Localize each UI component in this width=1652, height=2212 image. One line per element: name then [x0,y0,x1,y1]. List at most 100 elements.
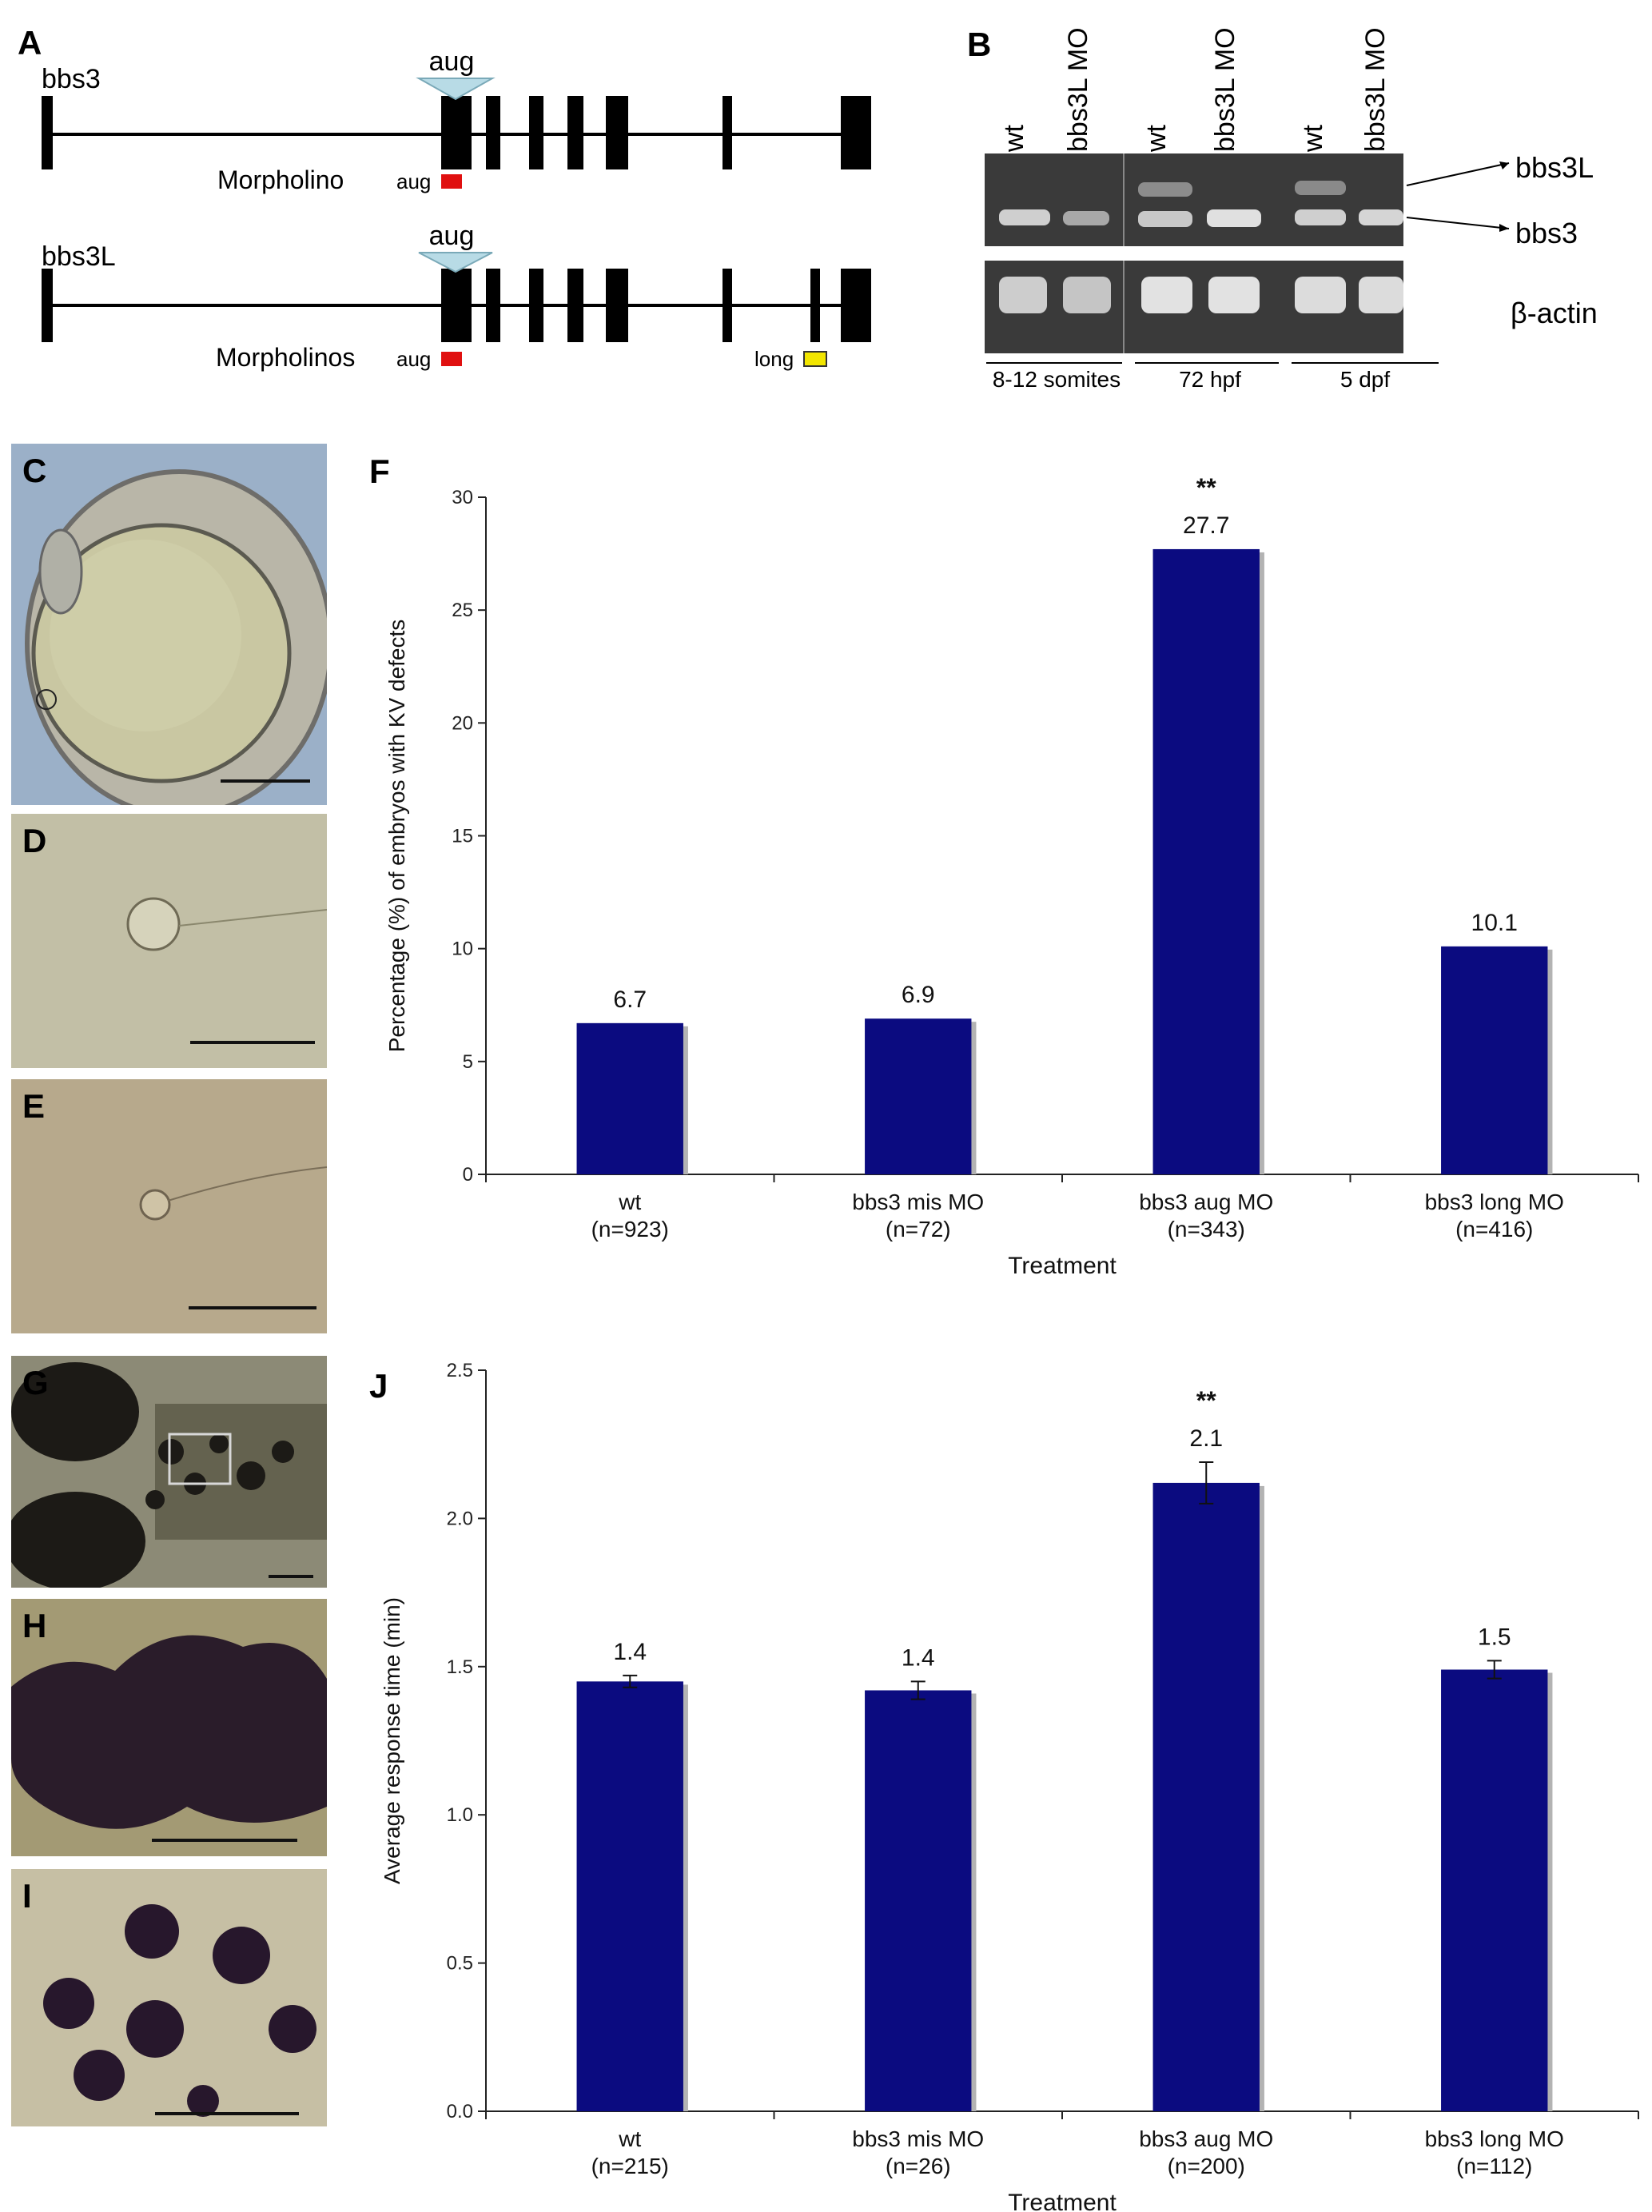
embryo-illustration [25,469,327,805]
kv-illustration [139,1166,327,1221]
exon-aug [441,269,472,342]
stage-label: 5 dpf [1340,367,1390,392]
panel-label-b: B [967,26,992,63]
exon-long [810,269,820,342]
gene-name-bbs3l: bbs3L [42,241,116,272]
exon [529,96,543,169]
panel-label-e: E [22,1087,46,1125]
exon [567,96,583,169]
panel-label-h: H [22,1607,47,1644]
panel-label-j: J [369,1367,388,1405]
lane-label: wt [999,124,1029,153]
band-actin [1063,277,1111,313]
exon-last [841,269,871,342]
arrow-bbs3 [1406,217,1510,229]
lane-label: bbs3L MO [1210,27,1240,152]
data-label: 27.7 [1183,512,1229,539]
exon [486,96,500,169]
data-label: 6.9 [902,982,935,1008]
long-morpholino-marker [803,351,827,367]
rt-pcr-gel: wt bbs3L MO wt bbs3L MO wt bbs3L MO bbs3… [985,27,1598,392]
band-label-bbs3: bbs3 [1515,217,1578,249]
arrow-bbs3l [1406,162,1510,186]
band-actin [1359,277,1403,313]
n-label: (n=72) [886,1217,951,1242]
melanosome-aggregate-illustration [11,1635,327,1829]
category-label: bbs3 mis MO [852,1190,984,1214]
arrow-head [1499,224,1509,232]
category-label: bbs3 aug MO [1139,1190,1273,1214]
y-tick-label: 10 [452,939,473,960]
bar [865,1018,972,1174]
n-label: (n=923) [591,1217,669,1242]
band-actin [1141,277,1192,313]
micrograph-g: G [11,1356,327,1588]
micrograph-i: I [11,1869,327,2126]
stage-label: 8-12 somites [993,367,1121,392]
y-axis-title: Percentage (%) of embryos with KV defect… [384,620,409,1053]
micrograph-c: C [11,444,327,805]
category-label: wt [618,1190,641,1214]
bar [1152,548,1260,1174]
data-label: 6.7 [613,986,647,1013]
scale-bar [269,1575,313,1578]
lane-label: wt [1141,124,1172,153]
panel-label-f: F [369,452,390,490]
scale-bar [155,2112,299,2115]
micrograph-e: E [11,1079,327,1333]
band-label-bbs3l: bbs3L [1515,151,1594,184]
micrograph-h: H [11,1599,327,1856]
mo-label: Morpholinos [216,343,355,372]
mo-label: Morpholino [217,165,344,194]
exon [567,269,583,342]
band-bbs3l [1138,182,1192,197]
scale-bar [189,1306,316,1309]
melanosome-dispersed-illustration [43,1904,316,2117]
panel-label-d: D [22,822,47,859]
lane-label: bbs3L MO [1360,27,1391,152]
band-bbs3 [1138,211,1192,227]
stage-label: 72 hpf [1179,367,1241,392]
band-actin [999,277,1047,313]
gene-structure-diagram: bbs3 aug Morpholino aug bbs3L aug Morpho… [42,46,871,372]
exon-last [841,96,871,169]
mo-aug-label: aug [396,169,431,193]
data-label: 10.1 [1471,910,1518,936]
panel-label-i: I [22,1877,32,1915]
scale-bar [221,779,310,783]
exon-first [42,96,53,169]
aug-morpholino-marker [441,174,462,189]
exon [606,96,628,169]
band-bbs3 [1359,209,1403,225]
band-bbs3 [1295,209,1346,225]
arrow-head [1499,161,1509,169]
band-bbs3 [999,209,1050,225]
scale-bar [152,1839,297,1842]
aug-morpholino-marker [441,352,462,366]
exon-aug [441,96,472,169]
mo-long-label: long [754,347,794,371]
mo-aug-label: aug [396,347,431,371]
kv-illustration [126,897,327,951]
lane-label: wt [1298,124,1328,153]
significance-marker: ** [1196,473,1216,502]
aug-marker-label: aug [429,46,475,77]
y-tick-label: 0 [463,1164,473,1186]
band-actin [1295,277,1346,313]
y-tick-label: 5 [463,1051,473,1073]
band-label-actin: β-actin [1511,297,1598,329]
panel-label-c: C [22,452,47,489]
lane-label: bbs3L MO [1063,27,1093,152]
aug-marker-label: aug [429,221,475,251]
n-label: (n=416) [1455,1217,1533,1242]
exon [529,269,543,342]
exon [486,269,500,342]
gene-name-bbs3: bbs3 [42,64,101,94]
exon [723,269,732,342]
bar [1441,946,1548,1174]
aug-triangle [418,252,493,273]
larva-head-illustration [11,1362,327,1588]
x-axis-title: Treatment [1008,1253,1117,1279]
y-tick-label: 15 [452,826,473,847]
